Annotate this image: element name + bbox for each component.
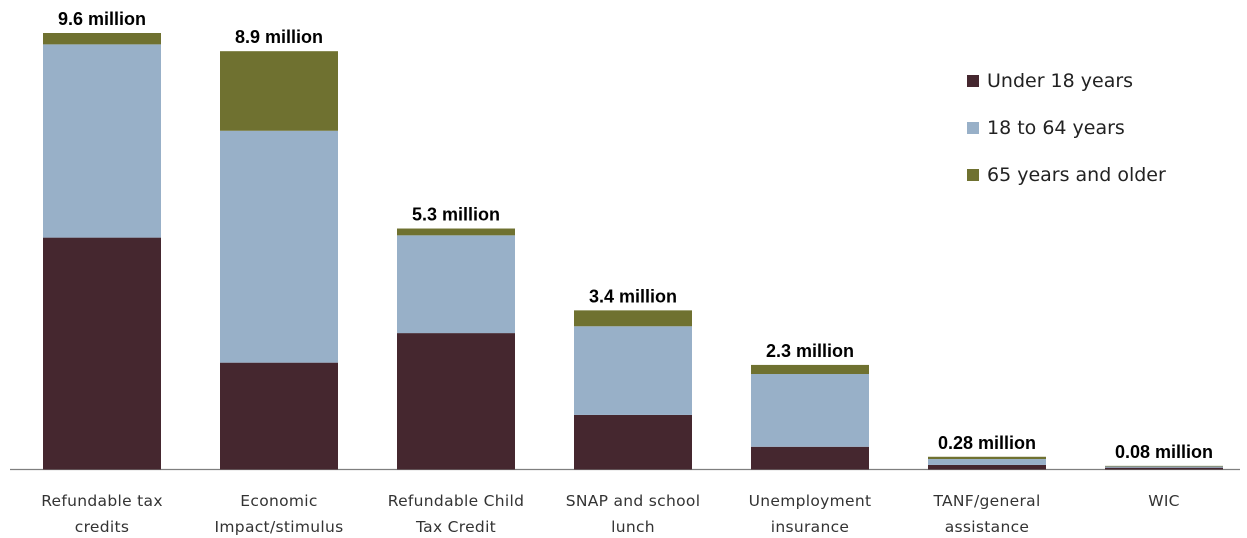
bar-segment-under-18-years: [397, 333, 515, 470]
bar-segment-18-to-64-years: [1105, 466, 1223, 468]
bar-segment-65-years-and-older: [751, 364, 869, 375]
category-label: Economic Impact/stimulus: [215, 492, 344, 536]
bar-segment-65-years-and-older: [574, 310, 692, 327]
bar-total-label: 0.28 million: [938, 433, 1036, 453]
category-label: Refundable tax credits: [41, 492, 163, 536]
bar-segment-65-years-and-older: [928, 456, 1046, 460]
bar-total-label: 9.6 million: [58, 9, 146, 29]
bar-segment-18-to-64-years: [928, 459, 1046, 465]
bar-segment-18-to-64-years: [574, 326, 692, 415]
category-label: Unemployment insurance: [749, 492, 872, 536]
bar-segment-under-18-years: [1105, 467, 1223, 470]
bar-total-label: 0.08 million: [1115, 442, 1213, 462]
legend-label: 65 years and older: [987, 164, 1166, 186]
legend-swatch: [967, 122, 979, 134]
legend-swatch: [967, 75, 979, 87]
bar-total-label: 2.3 million: [766, 341, 854, 361]
bar-total-label: 3.4 million: [589, 286, 677, 306]
bar-segment-65-years-and-older: [43, 33, 161, 45]
legend-label: Under 18 years: [987, 70, 1133, 92]
bar-segment-65-years-and-older: [220, 51, 338, 131]
category-label: SNAP and school lunch: [566, 492, 701, 536]
legend-swatch: [967, 169, 979, 181]
bar-total-label: 8.9 million: [235, 27, 323, 47]
bar-segment-18-to-64-years: [43, 44, 161, 238]
legend-label: 18 to 64 years: [987, 117, 1125, 139]
category-label: WIC: [1148, 492, 1180, 510]
bar-segment-65-years-and-older: [397, 228, 515, 236]
bar-segment-18-to-64-years: [751, 374, 869, 447]
bar-segment-18-to-64-years: [220, 130, 338, 363]
category-label: TANF/general assistance: [932, 492, 1040, 536]
bar-segment-65-years-and-older: [1105, 465, 1223, 467]
bar-segment-under-18-years: [43, 237, 161, 470]
bar-total-label: 5.3 million: [412, 205, 500, 225]
bar-segment-under-18-years: [928, 464, 1046, 470]
bar-segment-under-18-years: [220, 362, 338, 470]
bar-segment-18-to-64-years: [397, 235, 515, 334]
bar-segment-under-18-years: [751, 446, 869, 470]
category-label: Refundable Child Tax Credit: [388, 492, 525, 536]
bar-segment-under-18-years: [574, 414, 692, 470]
